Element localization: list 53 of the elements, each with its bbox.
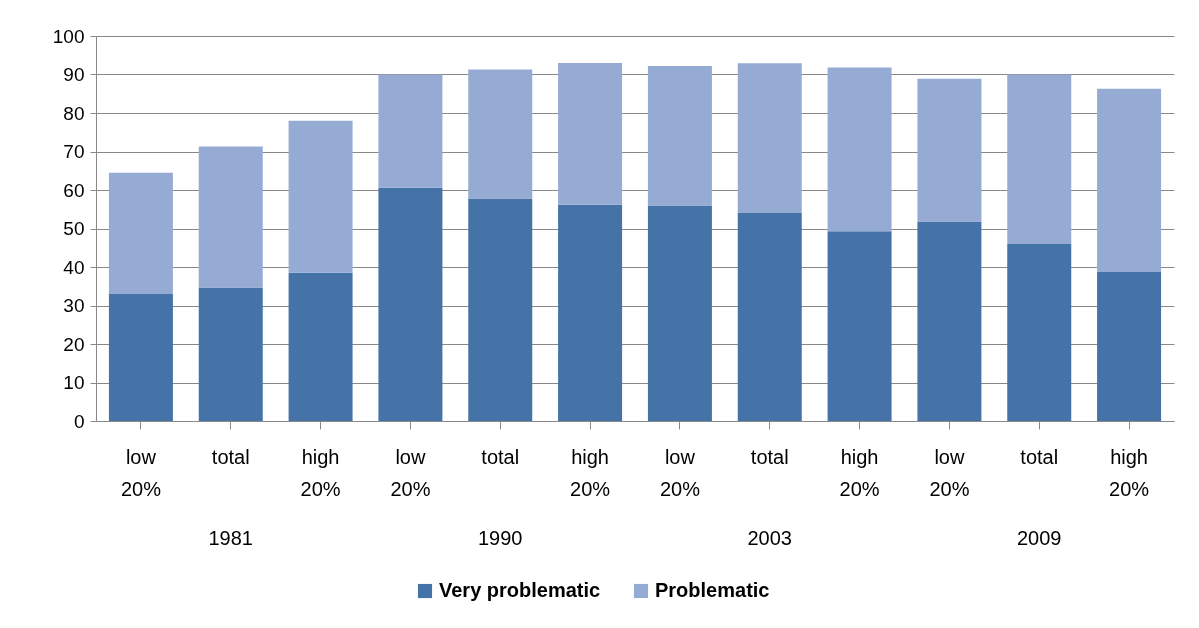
bar <box>468 198 533 421</box>
bar <box>198 287 263 421</box>
x-tick-label: high 20% <box>300 445 341 500</box>
y-tick-label: 30 <box>63 295 85 316</box>
y-tick-label: 70 <box>63 141 85 162</box>
y-tick-label: 100 <box>52 25 85 47</box>
bar <box>558 62 623 205</box>
x-tick-label: total <box>211 445 250 468</box>
bar <box>1007 74 1072 244</box>
y-tick-label: 80 <box>63 102 85 124</box>
legend-label: Very problematic <box>439 579 601 601</box>
bar <box>917 221 982 421</box>
x-tick-label: low 20% <box>120 445 162 500</box>
text: 1981 <box>208 527 253 549</box>
x-tick-label: total <box>1020 445 1059 468</box>
x-tick-label: total <box>481 445 520 468</box>
bar <box>378 74 443 188</box>
x-tick-label: low 20% <box>659 445 701 500</box>
legend-label: Problematic <box>655 579 770 601</box>
bar <box>378 187 443 421</box>
text: 1990 <box>478 527 523 549</box>
bar <box>198 146 263 288</box>
bar <box>108 293 173 421</box>
y-tick-label: 0 <box>73 410 85 432</box>
x-tick-label: low 20% <box>929 445 970 500</box>
y-tick-label: 90 <box>63 64 85 85</box>
bar <box>647 66 712 206</box>
x-tick-label: high 20% <box>1109 445 1150 500</box>
bar <box>737 213 802 421</box>
bar <box>827 67 892 232</box>
x-tick-label: low 20% <box>390 445 431 500</box>
bar <box>827 231 892 421</box>
x-tick-label: high 20% <box>839 445 880 500</box>
y-tick-label: 60 <box>63 179 85 201</box>
bar <box>647 205 712 421</box>
bar <box>108 172 173 294</box>
bar <box>288 120 353 273</box>
bar <box>737 63 802 214</box>
bar <box>917 78 982 222</box>
x-tick-label: total <box>750 445 789 468</box>
y-tick-label: 50 <box>63 218 85 239</box>
y-tick-label: 40 <box>63 256 85 278</box>
bar <box>1007 243 1072 421</box>
y-tick-label: 20 <box>63 333 85 355</box>
x-tick-label: high 20% <box>570 445 611 500</box>
bar <box>558 204 623 421</box>
bar <box>468 69 533 199</box>
bar <box>1097 88 1162 273</box>
bar <box>288 272 353 421</box>
text: 2003 <box>747 527 792 549</box>
text: 2009 <box>1017 527 1062 549</box>
y-tick-label: 10 <box>63 372 85 393</box>
bar <box>1097 272 1162 421</box>
